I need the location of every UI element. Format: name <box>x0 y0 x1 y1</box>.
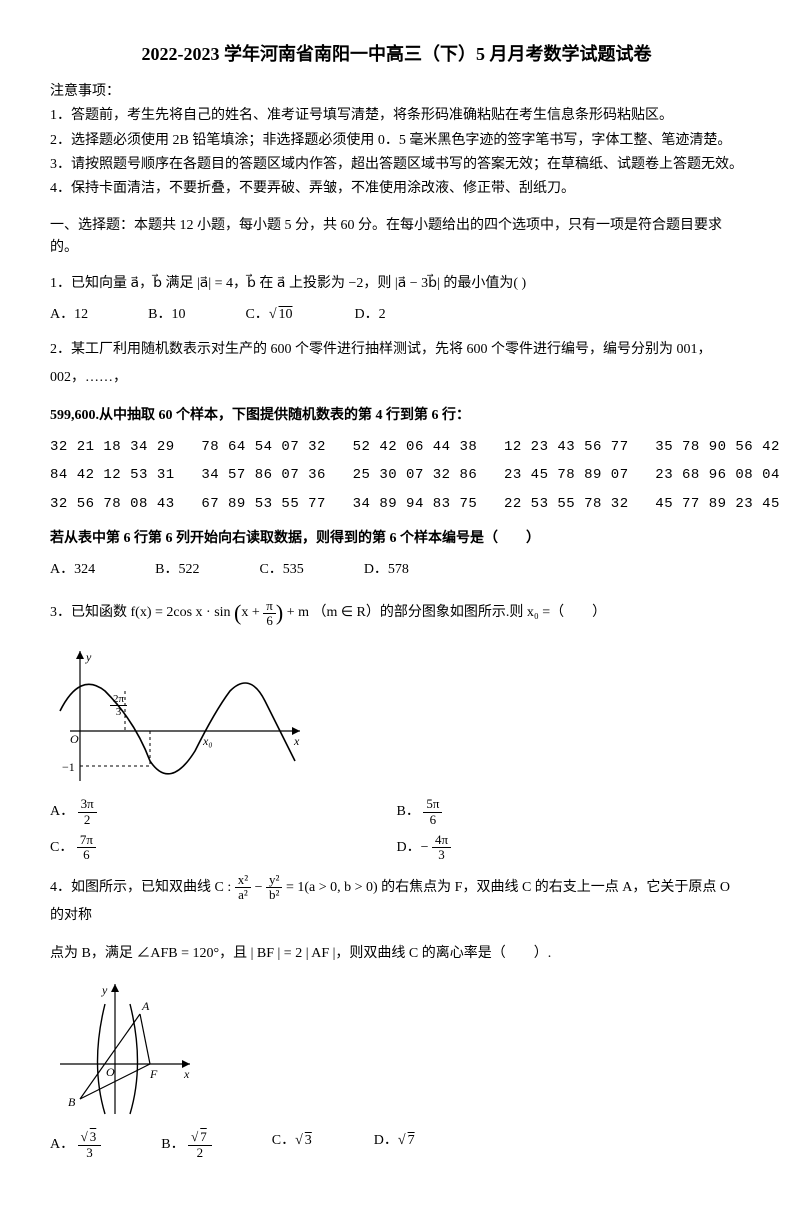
q4-b-label: B <box>68 1095 76 1109</box>
x-label: x <box>293 734 300 748</box>
question-1: 1．已知向量 a⃗，b⃗ 满足 |a⃗| = 4，b⃗ 在 a⃗ 上投影为 −2… <box>50 270 743 298</box>
q3b-prefix: B． <box>397 805 420 820</box>
q3-figure: y x O −1 x₀ 2π 3 <box>50 641 743 791</box>
notice-2: 2．选择题必须使用 2B 铅笔填涂；非选择题必须使用 0．5 毫米黑色字迹的签字… <box>50 130 743 152</box>
q4-line-af <box>140 1014 150 1064</box>
question-4-line1: 4．如图所示，已知双曲线 C : x² a² − y² b² = 1(a > 0… <box>50 873 743 931</box>
q3-opt-a: A． 3π2 <box>50 797 397 827</box>
random-number-row-3: 32 56 78 08 43 67 89 53 55 77 34 89 94 8… <box>50 493 743 515</box>
random-number-row-1: 32 21 18 34 29 78 64 54 07 32 52 42 06 4… <box>50 436 743 458</box>
q4-f-label: F <box>149 1067 158 1081</box>
q1-options: A．12 B．10 C．√10 D．2 <box>50 304 743 326</box>
q4-a-label: A <box>141 999 150 1013</box>
q3-frac-den: 6 <box>263 614 276 628</box>
q4d-prefix: D． <box>374 1133 398 1148</box>
q4-options: A． √33 B． √72 C．√3 D．√7 <box>50 1130 743 1160</box>
q4-y-arrow <box>111 984 119 992</box>
q3b-num: 5π <box>423 797 442 812</box>
origin-label: O <box>70 732 79 746</box>
q1-stem-suffix: ) <box>522 276 527 291</box>
q2-options: A．324 B．522 C．535 D．578 <box>50 559 743 581</box>
q4-stem-a: 4．如图所示，已知双曲线 C : <box>50 880 231 895</box>
q4-figure: y x A B O F <box>50 974 743 1124</box>
question-2-line1: 2．某工厂利用随机数表示对生产的 600 个零件进行抽样测试，先将 600 个零… <box>50 336 743 392</box>
q4b-prefix: B． <box>161 1137 184 1152</box>
q4-line-ab <box>80 1014 140 1099</box>
question-3: 3．已知函数 f(x) = 2cos x · sin (x + π 6 ) + … <box>50 591 743 635</box>
q4-y-label: y <box>101 983 108 997</box>
x0-label: x₀ <box>202 734 213 748</box>
q3-stem-b: + m （m ∈ R）的部分图象如图所示.则 x₀ =（ ） <box>287 606 606 621</box>
question-2-line2: 599,600.从中抽取 60 个样本，下图提供随机数表的第 4 行到第 6 行… <box>50 402 743 430</box>
frac-2pi3-den: 3 <box>110 707 127 719</box>
q4-f2-num: y² <box>266 873 282 888</box>
q3d-prefix: D．− <box>397 840 429 855</box>
q4-opt-b: B． √72 <box>161 1130 211 1160</box>
q1-opt-c-prefix: C． <box>245 307 268 322</box>
q1-stem-prefix: 1．已知向量 a⃗，b⃗ 满足 |a⃗| = 4，b⃗ 在 a⃗ 上投影为 −2… <box>50 276 518 291</box>
q4a-den: 3 <box>78 1146 102 1160</box>
q3b-den: 6 <box>423 813 442 827</box>
q1-opt-d: D．2 <box>355 304 386 326</box>
question-4-line2: 点为 B，满足 ∠AFB = 120°，且 | BF | = 2 | AF |，… <box>50 940 743 968</box>
q3c-prefix: C． <box>50 840 73 855</box>
q1-opt-b: B．10 <box>148 304 185 326</box>
q3a-den: 2 <box>78 813 97 827</box>
q3c-num: 7π <box>77 833 96 848</box>
q3a-num: 3π <box>78 797 97 812</box>
q4-opt-d: D．√7 <box>374 1130 417 1160</box>
q3c-den: 6 <box>77 848 96 862</box>
q3-frac-num: π <box>263 599 276 614</box>
notice-header: 注意事项： <box>50 81 743 103</box>
y-label: y <box>85 650 92 664</box>
notice-3: 3．请按照题号顺序在各题目的答题区域内作答，超出答题区域书写的答案无效；在草稿纸… <box>50 154 743 176</box>
q4-right-branch <box>130 1004 138 1114</box>
q4d-val: 7 <box>406 1133 417 1148</box>
q1-opt-a: A．12 <box>50 304 88 326</box>
q3-opt-d: D．− 4π3 <box>397 833 744 863</box>
q4a-prefix: A． <box>50 1137 74 1152</box>
q4a-num: 3 <box>88 1129 99 1144</box>
q4b-den: 2 <box>188 1146 212 1160</box>
q4-left-branch <box>98 1004 106 1114</box>
minus-one-label: −1 <box>62 760 75 774</box>
section-1-header: 一、选择题：本题共 12 小题，每小题 5 分，共 60 分。在每小题给出的四个… <box>50 215 743 260</box>
q3d-num: 4π <box>432 833 451 848</box>
q4-opt-c: C．√3 <box>272 1130 314 1160</box>
q2-opt-c: C．535 <box>259 559 303 581</box>
frac-2pi3-num: 2π <box>110 693 127 706</box>
q1-opt-c-val: 10 <box>277 307 295 322</box>
curve <box>60 683 295 774</box>
q3-opt-b: B． 5π6 <box>397 797 744 827</box>
q4c-prefix: C． <box>272 1133 295 1148</box>
random-number-row-2: 84 42 12 53 31 34 57 86 07 36 25 30 07 3… <box>50 464 743 486</box>
q3d-den: 3 <box>432 848 451 862</box>
q4-opt-a: A． √33 <box>50 1130 101 1160</box>
q2-opt-d: D．578 <box>364 559 409 581</box>
q4-o-label: O <box>106 1065 115 1079</box>
q4c-val: 3 <box>303 1133 314 1148</box>
q2-opt-b: B．522 <box>155 559 199 581</box>
q3-frac-pi6: π 6 <box>263 599 276 629</box>
y-arrow <box>76 651 84 659</box>
q4-f1-den: a² <box>235 888 251 902</box>
question-2-sub: 若从表中第 6 行第 6 列开始向右读取数据，则得到的第 6 个样本编号是（ ） <box>50 525 743 553</box>
q3a-prefix: A． <box>50 805 74 820</box>
q2-opt-a: A．324 <box>50 559 95 581</box>
q3-stem-a: 3．已知函数 f(x) = 2cos x · sin <box>50 606 231 621</box>
q4-f1-num: x² <box>235 873 251 888</box>
q1-opt-c: C．√10 <box>245 304 294 326</box>
q4b-num: 7 <box>198 1129 209 1144</box>
page-title: 2022-2023 学年河南省南阳一中高三（下）5 月月考数学试题试卷 <box>50 40 743 69</box>
q4-f2-den: b² <box>266 888 282 902</box>
q3-opt-c: C． 7π6 <box>50 833 397 863</box>
notice-1: 1．答题前，考生先将自己的姓名、准考证号填写清楚，将条形码准确粘贴在考生信息条形… <box>50 105 743 127</box>
notice-4: 4．保持卡面清洁，不要折叠，不要弄破、弄皱，不准使用涂改液、修正带、刮纸刀。 <box>50 178 743 200</box>
q4-frac2: y² b² <box>266 873 282 903</box>
q3-options: A． 3π2 B． 5π6 C． 7π6 D．− 4π3 <box>50 797 743 862</box>
q4-frac1: x² a² <box>235 873 251 903</box>
q4-x-label: x <box>183 1067 190 1081</box>
